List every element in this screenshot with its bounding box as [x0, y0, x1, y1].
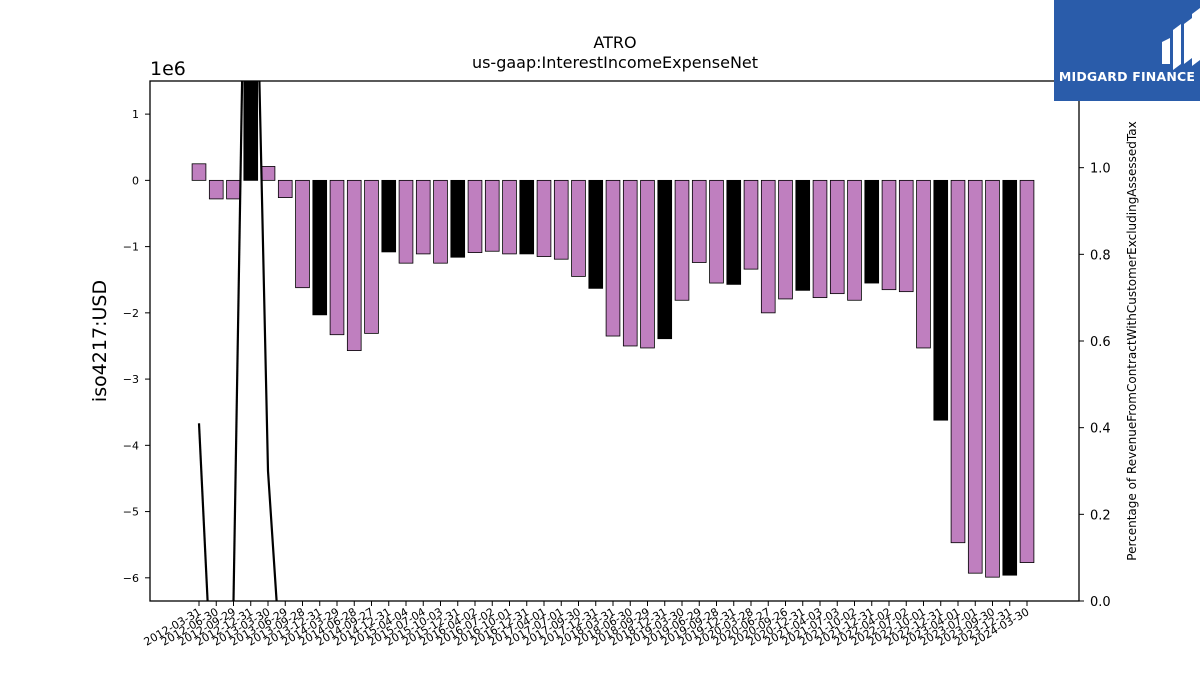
bar-2019-09-28: [709, 179, 724, 284]
y-tick-label: −2: [123, 307, 139, 320]
bar-2020-03-28: [743, 179, 759, 270]
bar-2014-06-28: [346, 179, 362, 352]
bar-2016-12-31: [519, 179, 535, 255]
y-tick-label: 0: [132, 174, 139, 187]
bar-2020-06-27: [760, 179, 776, 314]
bar-2021-07-03: [829, 179, 845, 295]
bar-2015-10-03: [433, 179, 448, 264]
bar-2014-09-27: [364, 179, 379, 334]
bar-2019-03-30: [674, 179, 690, 301]
bar-2019-06-29: [691, 179, 707, 263]
bar-2014-03-29: [329, 179, 345, 336]
chart-subtitle: us-gaap:InterestIncomeExpenseNet: [472, 53, 758, 72]
y2-tick-label: 0.8: [1090, 248, 1111, 263]
bar-2023-09-30: [985, 179, 1000, 578]
y-tick-label: −4: [123, 439, 139, 452]
y-tick-label: −5: [123, 506, 139, 519]
bar-2013-09-28: [295, 179, 310, 289]
bar-2021-12-31: [864, 179, 880, 284]
bar-2015-04-04: [398, 179, 414, 264]
brand-mark-icon: [1162, 8, 1200, 70]
bar-2012-06-30: [208, 179, 224, 200]
bar-2017-12-31: [588, 179, 604, 289]
bar-2017-09-30: [571, 179, 586, 277]
bar-2020-09-26: [778, 179, 793, 300]
line-segment-0: [197, 423, 209, 601]
bar-2023-07-01: [967, 179, 983, 574]
bar-2015-12-31: [450, 179, 466, 258]
bar-2013-06-29: [277, 179, 293, 198]
brand-name: MIDGARD FINANCE: [1058, 69, 1196, 84]
y-axis-label: iso4217:USD: [89, 280, 111, 402]
bar-2022-07-02: [898, 179, 914, 293]
bar-2020-12-31: [795, 179, 811, 291]
bar-2017-04-01: [536, 179, 552, 257]
y2-tick-label: 1.0: [1090, 162, 1111, 177]
bar-2018-03-31: [605, 179, 621, 337]
y-tick-label: −6: [123, 572, 139, 585]
bar-2014-12-31: [381, 179, 397, 253]
bar-2016-10-01: [502, 179, 517, 255]
y-scale-label: 1e6: [150, 58, 186, 80]
y2-tick-label: 0.4: [1090, 422, 1111, 437]
bar-2016-07-02: [484, 179, 500, 252]
percentage-line: [197, 81, 278, 601]
bar-2012-12-31: [243, 81, 259, 181]
y-tick-label: 1: [132, 108, 139, 121]
bar-2022-04-02: [881, 179, 897, 291]
line-segment-1: [232, 81, 244, 601]
bars: [191, 81, 1035, 578]
bar-2023-12-31: [1002, 179, 1018, 576]
y-axis-right: 0.0 0.2 0.4 0.6 0.8 1.0: [1079, 162, 1111, 610]
y2-tick-label: 0.6: [1090, 335, 1111, 350]
y2-axis-label: Percentage of RevenueFromContractWithCus…: [1125, 121, 1139, 560]
bar-2015-07-04: [415, 179, 431, 255]
bar-2018-12-31: [657, 179, 673, 340]
bar-2024-03-30: [1019, 179, 1035, 563]
bar-2018-09-29: [640, 179, 655, 349]
bar-2019-12-31: [726, 179, 742, 285]
y-tick-label: −1: [123, 241, 139, 254]
line-segment-2: [258, 81, 278, 601]
bar-2022-12-31: [933, 179, 949, 421]
x-axis: 2012-03-312012-06-302012-09-292012-12-31…: [142, 601, 1032, 649]
bar-2017-07-01: [553, 179, 569, 260]
y2-tick-label: 0.2: [1090, 508, 1111, 523]
y2-tick-label: 0.0: [1090, 595, 1111, 610]
bar-2013-12-31: [312, 179, 328, 316]
bar-2018-06-30: [622, 179, 638, 347]
bar-2021-10-02: [847, 179, 862, 301]
brand-logo: MIDGARD FINANCE: [1054, 0, 1200, 101]
bar-2012-09-29: [226, 179, 241, 200]
y-axis-left: 1 0 −1 −2 −3 −4 −5 −6: [123, 108, 150, 585]
y-tick-label: −3: [123, 373, 139, 386]
bar-2021-04-03: [812, 179, 828, 299]
bar-2012-03-31: [191, 163, 207, 181]
bar-2023-04-01: [950, 179, 966, 544]
chart-title: ATRO: [593, 33, 636, 52]
bar-2022-10-01: [916, 179, 931, 349]
bar-2013-03-30: [260, 166, 276, 181]
bar-2016-04-02: [467, 179, 483, 253]
